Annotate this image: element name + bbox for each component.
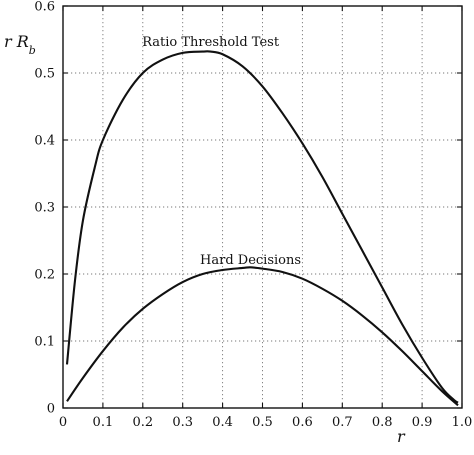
y-tick-label: 0.5 <box>34 67 55 82</box>
x-tick-label: 0.4 <box>212 415 233 430</box>
y-tick-label: 0.4 <box>34 134 55 149</box>
x-tick-label: 1.0 <box>452 415 473 430</box>
series-group <box>65 50 459 407</box>
x-tick-label: 0 <box>59 415 67 430</box>
grid <box>63 6 462 408</box>
y-tick-label: 0.2 <box>34 268 55 283</box>
x-tick-label: 0.7 <box>332 415 353 430</box>
series-line-hard-decisions <box>66 266 459 407</box>
x-axis-title: r <box>397 427 406 446</box>
x-tick-label: 0.6 <box>292 415 313 430</box>
x-tick-label: 0.8 <box>372 415 393 430</box>
curve-annotations: Ratio Threshold Test Hard Decisions <box>142 35 301 268</box>
y-tick-labels: 0 0.1 0.2 0.3 0.4 0.5 0.6 <box>34 0 55 417</box>
y-tick-label: 0.3 <box>34 201 55 216</box>
x-tick-label: 0.3 <box>172 415 193 430</box>
x-tick-label: 0.5 <box>252 415 273 430</box>
x-tick-label: 0.9 <box>412 415 433 430</box>
y-tick-label: 0.1 <box>34 335 55 350</box>
y-tick-label: 0 <box>47 402 55 417</box>
curve-label-1: Hard Decisions <box>200 253 301 268</box>
curve-label-0: Ratio Threshold Test <box>142 35 280 50</box>
x-tick-label: 0.2 <box>132 415 153 430</box>
y-axis-title: r Rb <box>4 32 36 57</box>
axis-ticks <box>62 5 463 409</box>
x-tick-labels: 0 0.1 0.2 0.3 0.4 0.5 0.6 0.7 0.8 0.9 1.0 <box>59 415 472 430</box>
x-tick-label: 0.1 <box>93 415 114 430</box>
y-tick-label: 0.6 <box>34 0 55 15</box>
series-line-ratio-threshold-test <box>65 50 459 404</box>
